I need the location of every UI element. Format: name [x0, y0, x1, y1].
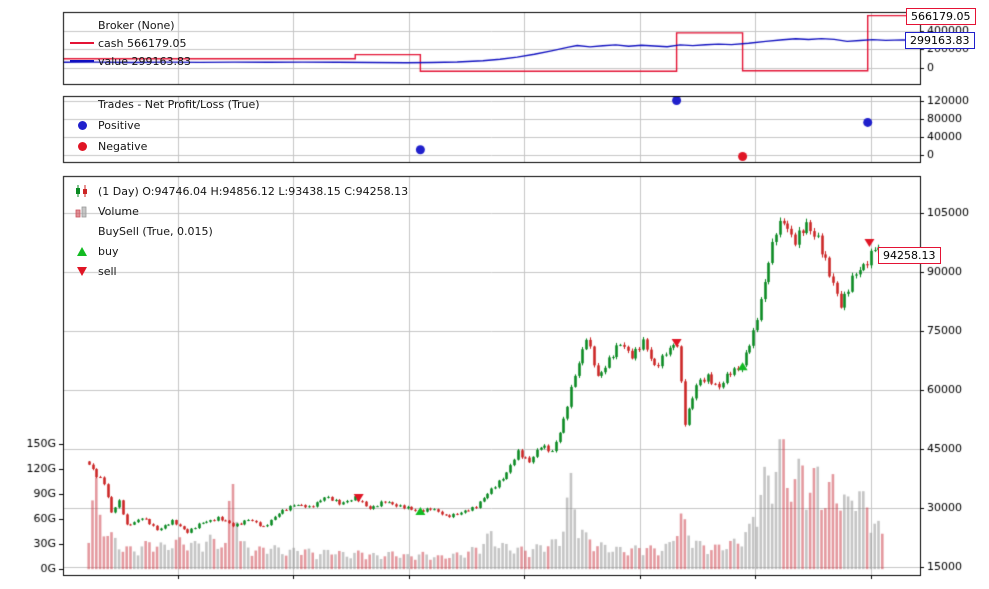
tri-up-marker-icon [66, 246, 98, 257]
main-legend-item-1: Volume [66, 201, 408, 221]
price-last-value-tag: 94258.13 [878, 247, 941, 264]
trades-legend: Trades - Net Profit/Loss (True) Positive N… [66, 94, 260, 157]
trades-legend-item-0: Positive [66, 115, 260, 136]
trades-legend-item-1: Negative [66, 136, 260, 157]
tri-down-marker-icon [66, 266, 98, 277]
broker-legend-title: Broker (None) [66, 16, 191, 34]
trades-legend-title-label: Trades - Net Profit/Loss (True) [98, 98, 260, 111]
main-legend-item-2-label: BuySell (True, 0.015) [98, 224, 213, 238]
broker-legend-item-1-label: value 299163.83 [98, 54, 192, 68]
trades-legend-item-1-label: Negative [98, 140, 148, 153]
broker-legend-item-1: value 299163.83 [66, 52, 191, 70]
line-marker-icon [66, 42, 98, 44]
main-legend-item-4-label: sell [98, 264, 117, 278]
main-legend-item-1-label: Volume [98, 204, 139, 218]
main-legend-item-0: (1 Day) O:94746.04 H:94856.12 L:93438.15… [66, 181, 408, 201]
broker-cash-last-value-tag: 566179.05 [906, 8, 976, 25]
dot-marker-icon [66, 142, 98, 151]
trades-legend-title: Trades - Net Profit/Loss (True) [66, 94, 260, 115]
trades-legend-item-0-label: Positive [98, 119, 141, 132]
dot-marker-icon [66, 121, 98, 130]
main-legend-item-3: buy [66, 241, 408, 261]
broker-legend-title-label: Broker (None) [98, 18, 175, 32]
price-legend: (1 Day) O:94746.04 H:94856.12 L:93438.15… [66, 181, 408, 281]
main-legend-item-4: sell [66, 261, 408, 281]
broker-legend-item-0: cash 566179.05 [66, 34, 191, 52]
main-legend-item-3-label: buy [98, 244, 119, 258]
main-legend-item-0-label: (1 Day) O:94746.04 H:94856.12 L:93438.15… [98, 184, 409, 198]
main-legend-item-2: BuySell (True, 0.015) [66, 221, 408, 241]
candle-marker-icon [66, 184, 98, 198]
line-marker-icon [66, 60, 98, 62]
vol-marker-icon [66, 204, 98, 218]
broker-legend-item-0-label: cash 566179.05 [98, 36, 187, 50]
broker-value-last-value-tag: 299163.83 [905, 32, 975, 49]
broker-legend: Broker (None) cash 566179.05 value 299163.… [66, 16, 191, 70]
